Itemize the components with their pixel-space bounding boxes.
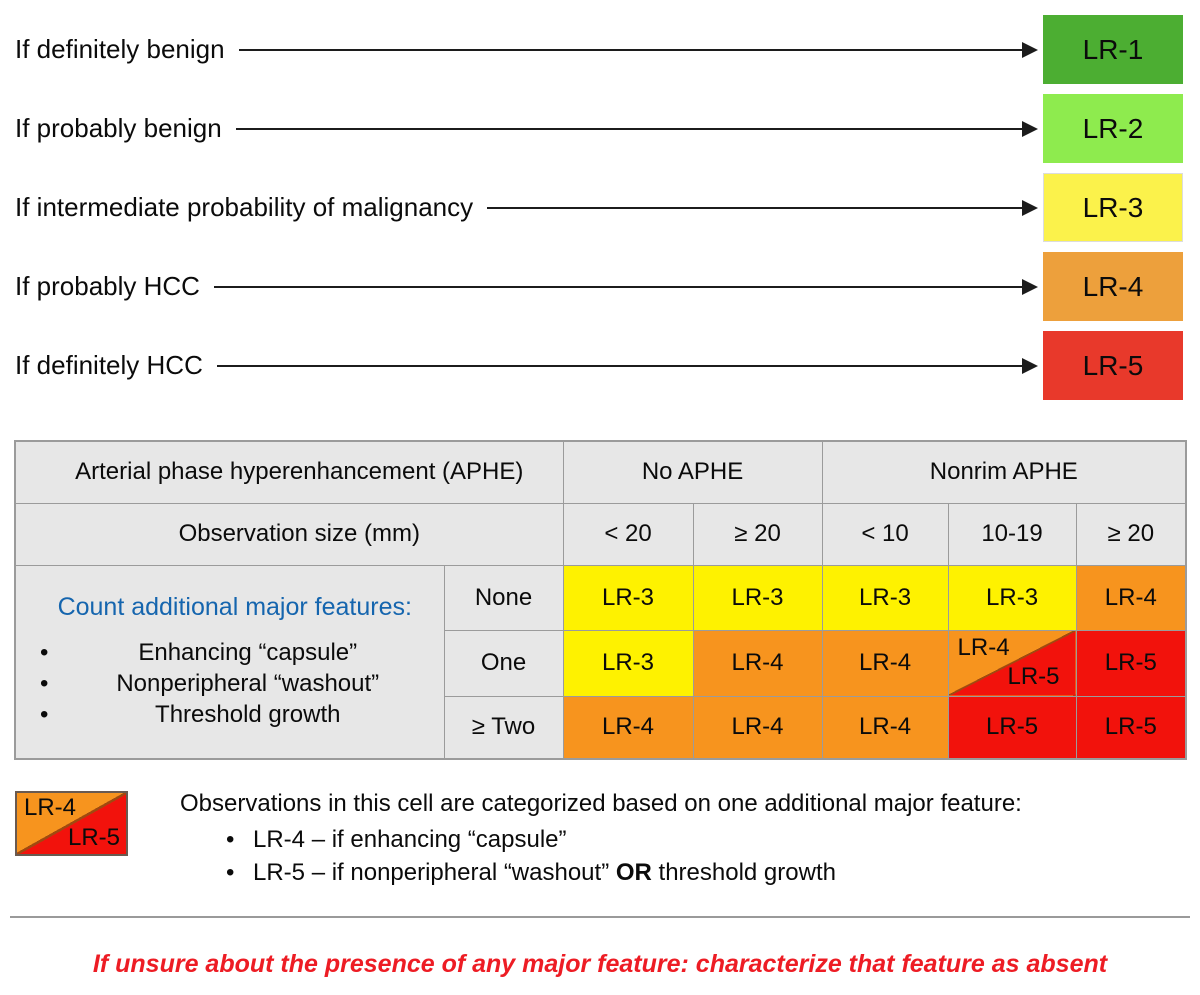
matrix-cell: LR-4 (692, 695, 823, 760)
feature-item: Nonperipheral “washout” (36, 669, 434, 700)
matrix-cell: LR-4 (562, 695, 694, 760)
lr2-box: LR-2 (1043, 94, 1183, 163)
feature-item: Enhancing “capsule” (36, 638, 434, 669)
size-header-cell: Observation size (mm) (14, 502, 564, 566)
matrix-cell: LR-5 (1075, 695, 1187, 760)
flow-row-lr5: If definitely HCC LR-5 (15, 331, 1183, 400)
feature-item: Threshold growth (36, 700, 434, 731)
matrix-cell: LR-3 (947, 564, 1077, 631)
matrix-cell: LR-4 (692, 629, 823, 697)
aphe-header-cell: Arterial phase hyperenhancement (APHE) (14, 440, 564, 504)
arrow-line (213, 285, 1022, 288)
arrow-head-icon (1022, 41, 1038, 58)
horizontal-divider (10, 916, 1190, 918)
arrow-line (216, 364, 1022, 367)
split-cell-lr4-label: LR-4 (957, 633, 1010, 661)
size-col-header: ≥ 20 (692, 502, 823, 566)
legend-item-lr4: LR-4 – if enhancing “capsule” (180, 824, 1022, 857)
features-heading: Count additional major features: (57, 593, 412, 622)
lr1-box: LR-1 (1043, 15, 1183, 84)
arrow-line (235, 127, 1022, 130)
flow-row-lr1: If definitely benign LR-1 (15, 15, 1183, 84)
flow-condition-label: If probably HCC (15, 271, 200, 301)
lr3-box: LR-3 (1043, 173, 1183, 242)
flow-condition-label: If intermediate probability of malignanc… (15, 192, 474, 222)
flow-condition-label: If definitely HCC (15, 350, 203, 380)
arrow-head-icon (1022, 278, 1038, 295)
matrix-cell-split: LR-4 LR-5 (947, 629, 1077, 697)
size-col-header: < 10 (821, 502, 949, 566)
size-col-header: ≥ 20 (1075, 502, 1187, 566)
lr4-box: LR-4 (1043, 252, 1183, 321)
legend-section: LR-4 LR-5 Observations in this cell are … (15, 788, 1185, 890)
matrix-cell: LR-3 (692, 564, 823, 631)
split-cell-lr5-label: LR-5 (1007, 662, 1060, 690)
matrix-cell: LR-5 (947, 695, 1077, 760)
legend-list: LR-4 – if enhancing “capsule” LR-5 – if … (180, 824, 1022, 889)
split-cell-legend-swatch: LR-4 LR-5 (15, 791, 128, 856)
lirads-diagnostic-table: Arterial phase hyperenhancement (APHE) N… (14, 440, 1188, 760)
arrow-line (487, 206, 1022, 209)
matrix-cell: LR-4 (1075, 564, 1187, 631)
arrow-head-icon (1022, 120, 1038, 137)
flow-section: If definitely benign LR-1 If probably be… (15, 15, 1183, 410)
legend-swatch-lr4-label: LR-4 (24, 794, 77, 821)
matrix-cell: LR-5 (1075, 629, 1187, 697)
nonrim-aphe-header-cell: Nonrim APHE (821, 440, 1187, 504)
flow-condition-label: If definitely benign (15, 34, 225, 64)
count-label-two-plus: ≥ Two (443, 695, 564, 760)
size-col-header: 10-19 (947, 502, 1077, 566)
lr5-box: LR-5 (1043, 331, 1183, 400)
flow-row-lr3: If intermediate probability of malignanc… (15, 173, 1183, 242)
size-col-header: < 20 (562, 502, 694, 566)
matrix-cell: LR-3 (562, 629, 694, 697)
flow-condition-label: If probably benign (15, 113, 222, 143)
matrix-cell: LR-3 (562, 564, 694, 631)
legend-text-block: Observations in this cell are categorize… (180, 788, 1022, 890)
matrix-cell: LR-4 (821, 695, 949, 760)
arrow-head-icon (1022, 357, 1038, 374)
major-features-cell: Count additional major features: Enhanci… (14, 564, 445, 760)
arrow-line (238, 48, 1022, 51)
warning-text: If unsure about the presence of any majo… (92, 950, 1108, 978)
arrow-head-icon (1022, 199, 1038, 216)
features-list: Enhancing “capsule” Nonperipheral “washo… (36, 638, 434, 730)
matrix-cell: LR-4 (821, 629, 949, 697)
count-label-none: None (443, 564, 564, 631)
legend-item-lr5: LR-5 – if nonperipheral “washout” OR thr… (180, 857, 1022, 890)
legend-intro: Observations in this cell are categorize… (180, 790, 1022, 817)
no-aphe-header-cell: No APHE (562, 440, 823, 504)
flow-row-lr2: If probably benign LR-2 (15, 94, 1183, 163)
flow-row-lr4: If probably HCC LR-4 (15, 252, 1183, 321)
count-label-one: One (443, 629, 564, 697)
legend-swatch-lr5-label: LR-5 (67, 824, 120, 851)
matrix-cell: LR-3 (821, 564, 949, 631)
